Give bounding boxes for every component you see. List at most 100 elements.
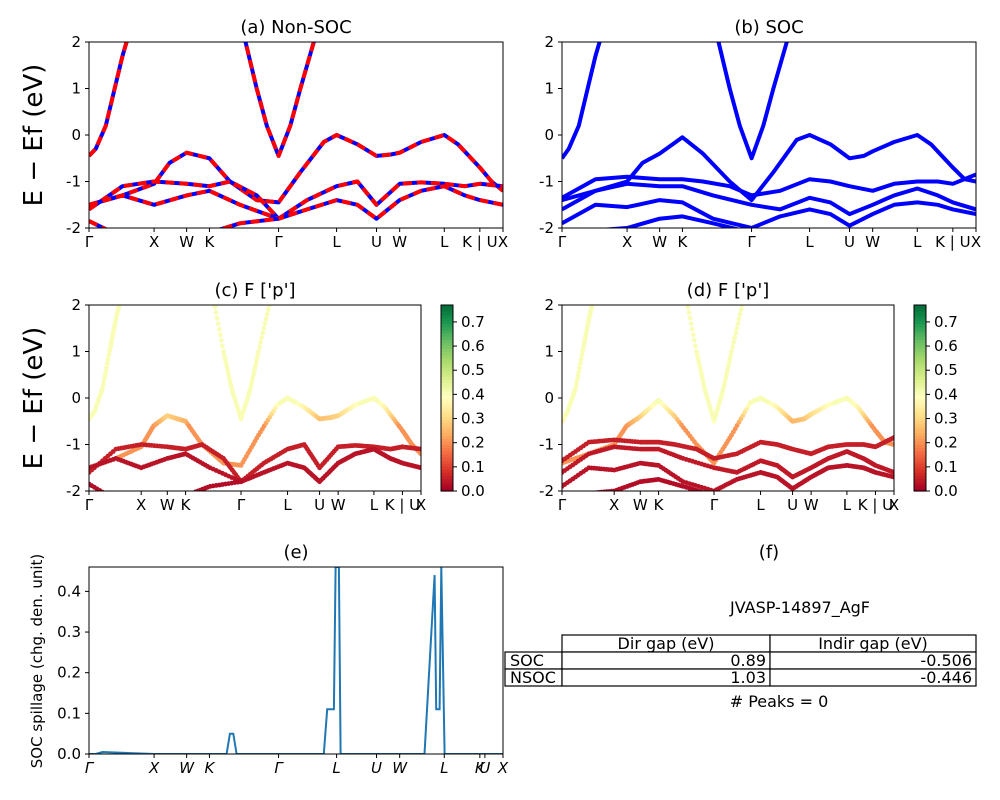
x-tick-label: L — [756, 496, 765, 514]
colorbar-segment — [441, 460, 453, 464]
band-line-overlay-2 — [89, 133, 503, 207]
y-tick-label: -1 — [539, 436, 554, 454]
panel-f-title: (f) — [759, 542, 779, 563]
band-point — [225, 367, 231, 373]
band-point — [573, 386, 578, 392]
colorbar-segment — [441, 425, 453, 430]
band-point — [701, 382, 707, 388]
x-tick-label: K — [654, 496, 665, 514]
colorbar-segment — [914, 373, 926, 377]
colorbar-segment — [914, 351, 926, 356]
colorbar-segment — [914, 453, 926, 458]
colorbar-segment — [441, 379, 453, 384]
colorbar-segment — [441, 484, 453, 489]
colorbar-segment — [914, 317, 926, 322]
band-point — [723, 375, 729, 380]
x-tick-label: Γ — [558, 496, 567, 514]
x-tick-label: U — [314, 496, 325, 514]
band-point — [578, 492, 583, 497]
colorbar-segment — [914, 410, 926, 415]
band-point — [103, 491, 108, 496]
band-point — [693, 343, 698, 349]
colorbar-segment — [914, 376, 926, 380]
table-row-nsoc-dir: 1.03 — [730, 668, 766, 687]
band-point — [732, 335, 738, 340]
x-tick-label: U — [787, 496, 798, 514]
colorbar-segment — [914, 487, 926, 492]
x-tick-label: W — [160, 496, 175, 514]
colorbar-segment — [914, 450, 926, 455]
colorbar-tick-label: 0.3 — [461, 410, 485, 428]
band-point — [258, 339, 263, 345]
band-point — [736, 316, 742, 322]
y-tick-label: 0.4 — [57, 582, 81, 600]
band-point — [254, 356, 260, 362]
band-point — [222, 356, 228, 362]
band-point — [568, 493, 573, 498]
colorbar-segment — [914, 429, 926, 433]
colorbar-segment — [914, 466, 926, 470]
band-line-2 — [562, 133, 976, 203]
band-point — [697, 364, 703, 369]
band-point — [238, 479, 244, 485]
colorbar-tick-label: 0.3 — [934, 410, 958, 428]
x-tick-label: X — [971, 233, 981, 251]
band-point — [263, 316, 269, 322]
colorbar-segment — [441, 351, 453, 356]
band-point — [101, 377, 107, 383]
panel-f-footer: # Peaks = 0 — [730, 692, 829, 711]
band-point — [251, 371, 257, 377]
band-points — [89, 305, 421, 496]
colorbar-segment — [441, 345, 453, 349]
band-point — [107, 348, 113, 354]
band-point — [696, 360, 702, 366]
band-point — [735, 321, 741, 326]
band-point — [584, 491, 589, 496]
colorbar-segment — [914, 339, 926, 343]
band-point — [105, 357, 111, 362]
band-point — [252, 367, 257, 373]
band-point — [215, 321, 221, 326]
table-header-indir: Indir gap (eV) — [818, 634, 928, 653]
x-tick-label: W — [392, 759, 408, 777]
x-tick-label: W — [179, 233, 194, 251]
x-tick-label: U — [479, 759, 490, 777]
colorbar-tick-label: 0.2 — [934, 434, 958, 452]
x-tick-label: W — [652, 233, 667, 251]
band-point — [261, 325, 267, 331]
band-point — [418, 451, 421, 457]
colorbar-segment — [914, 447, 926, 452]
colorbar-segment — [914, 320, 926, 325]
band-lines — [562, 42, 976, 228]
colorbar-segment — [914, 422, 926, 427]
band-point — [104, 365, 109, 371]
x-tick-label: U — [371, 233, 382, 251]
colorbar-segment — [441, 354, 453, 359]
colorbar-segment — [914, 416, 926, 421]
band-point — [724, 371, 730, 377]
colorbar-segment — [441, 463, 453, 467]
band-point — [687, 315, 693, 321]
x-tick-label: L — [843, 496, 852, 514]
colorbar-segment — [441, 456, 453, 461]
colorbar-segment — [914, 357, 926, 362]
band-point — [213, 310, 219, 315]
band-point — [102, 373, 108, 379]
band-point — [226, 371, 231, 377]
table-row-soc-label: SOC — [510, 651, 544, 670]
colorbar-segment — [441, 447, 453, 452]
band-point — [686, 310, 692, 315]
y-tick-label: 1 — [544, 343, 554, 361]
band-point — [737, 311, 743, 317]
x-tick-label: K | U — [858, 496, 893, 514]
colorbar-segment — [441, 435, 453, 439]
band-point — [580, 348, 586, 354]
panel-a-ylabel: E − Ef (eV) — [19, 64, 49, 207]
colorbar-segment — [441, 314, 453, 318]
colorbar-segment — [441, 450, 453, 455]
x-tick-label: K — [181, 496, 192, 514]
band-line-0 — [89, 42, 129, 158]
colorbar-segment — [441, 363, 453, 368]
colorbar-segment — [441, 376, 453, 380]
colorbar-segment — [914, 432, 926, 436]
